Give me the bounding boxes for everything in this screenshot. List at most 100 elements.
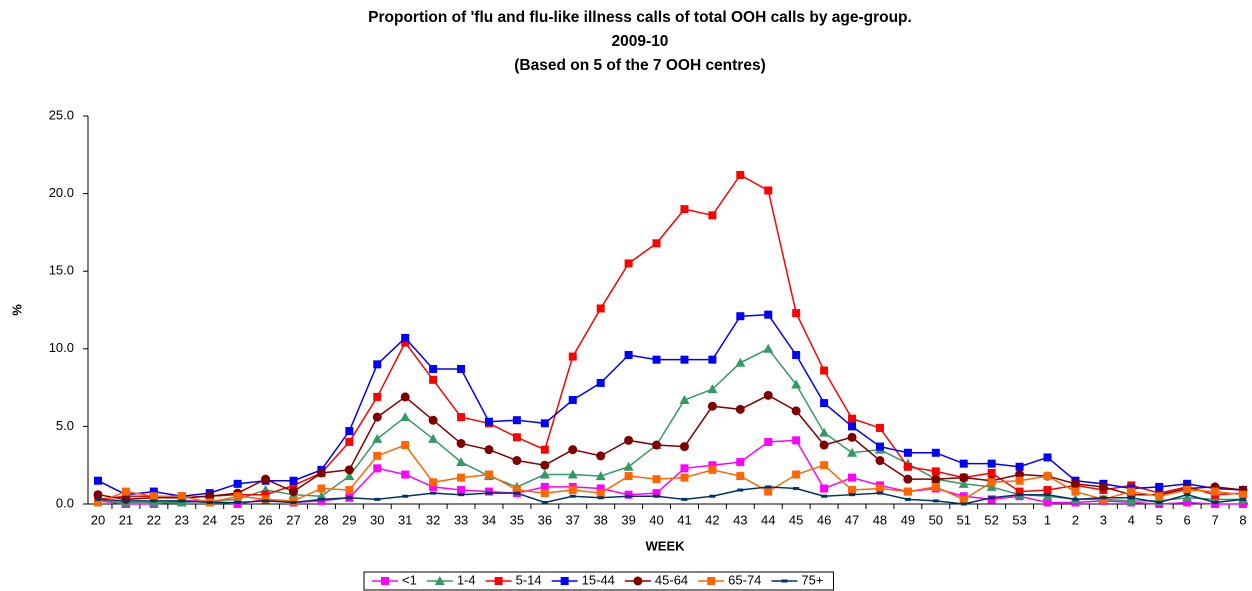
x-tick-label: 33 [454,512,468,527]
point [596,378,605,387]
point [288,487,298,497]
point [875,484,884,493]
point [428,433,439,443]
point [345,437,354,446]
point [402,494,409,498]
point [400,412,411,422]
point [707,384,718,394]
point [1155,492,1164,501]
point [540,419,549,428]
point [1015,487,1024,496]
point [596,451,606,461]
point [540,489,549,498]
point [1183,486,1192,495]
legend-marker [494,577,503,585]
point [457,413,466,422]
x-axis-title: WEEK [646,538,686,553]
point [149,487,158,496]
point [1127,487,1136,496]
point [177,492,186,501]
point [121,487,130,496]
point [458,493,465,497]
point [736,170,745,179]
x-tick-label: 30 [370,512,384,527]
x-tick-label: 20 [91,512,105,527]
point [987,468,996,477]
x-tick-label: 23 [175,512,189,527]
legend: <1 1-4 5-14 15-44 45-64 65-74 75+ [363,571,834,591]
point [709,494,716,498]
point [959,495,968,504]
point [821,494,828,498]
x-tick-label: 6 [1184,512,1191,527]
y-tick-label: 25.0 [49,107,74,122]
x-tick-label: 8 [1239,512,1246,527]
point [708,211,717,220]
point [652,239,661,248]
point [513,491,520,495]
point [764,310,773,319]
point [707,401,717,411]
point [289,496,298,505]
point [373,464,382,473]
point [1211,500,1220,508]
y-tick-label: 15.0 [49,263,74,278]
chart-title: Proportion of 'flu and flu-like illness … [368,9,912,26]
point [708,355,717,364]
point [848,473,857,482]
x-tick-label: 26 [258,512,272,527]
point [1099,495,1108,504]
x-tick-label: 35 [510,512,524,527]
point [429,478,438,487]
point [316,468,326,478]
point [318,497,325,501]
point [764,186,773,195]
point [345,427,354,436]
point [987,459,996,468]
point [652,475,661,484]
point [903,487,912,496]
point [624,435,634,445]
point [680,205,689,214]
legend-box [363,571,834,591]
point [178,499,185,503]
point [652,355,661,364]
point [567,469,578,479]
point [987,495,996,504]
point [987,478,996,487]
x-tick-label: 29 [342,512,356,527]
point [430,491,437,495]
x-tick-label: 47 [845,512,859,527]
point [1071,487,1080,496]
y-tick-label: 0.0 [56,495,74,510]
point [1015,462,1024,471]
point [595,471,606,481]
point [290,500,297,504]
point [903,448,912,457]
x-tick-label: 21 [119,512,133,527]
point [401,470,410,479]
point [374,497,381,501]
series-line [97,173,1244,501]
point [875,423,884,432]
x-tick-label: 36 [538,512,552,527]
legend-label: 45-64 [655,572,688,587]
legend-marker [381,577,389,585]
point [820,366,829,375]
point [484,487,493,496]
point [1072,497,1079,501]
point [735,404,745,414]
point [234,500,241,504]
point [457,486,466,495]
series-line [97,394,1244,501]
point [792,351,801,360]
x-tick-label: 31 [398,512,412,527]
legend-label: 65-74 [728,572,761,587]
point [876,491,883,495]
x-tick-label: 53 [1012,512,1026,527]
point [764,437,773,446]
point [150,499,157,503]
point [681,497,688,501]
x-tick-label: 27 [286,512,300,527]
point [344,465,354,475]
